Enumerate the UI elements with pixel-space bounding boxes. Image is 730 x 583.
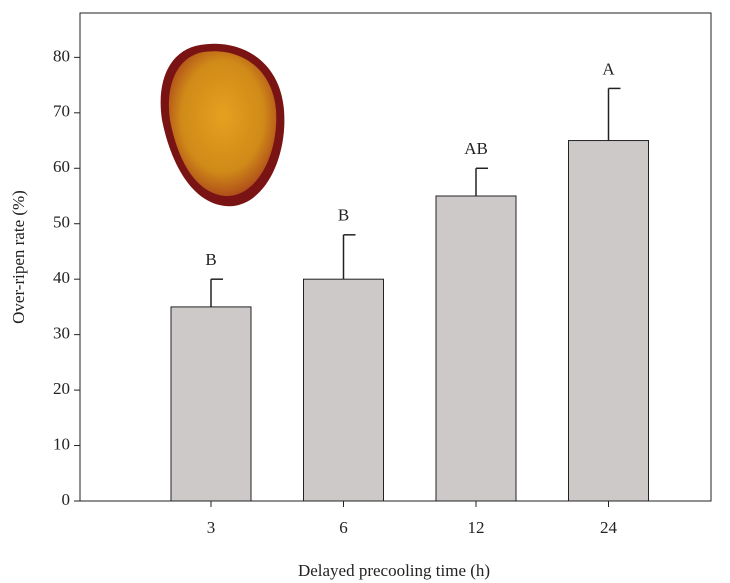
y-tick-label: 20 [53, 379, 70, 398]
mango-photo [160, 43, 285, 207]
y-tick-label: 0 [62, 490, 71, 509]
significance-letter: B [205, 250, 216, 269]
y-axis-title: Over-ripen rate (%) [9, 190, 28, 324]
bar [568, 140, 649, 502]
x-tick-label: 12 [468, 518, 485, 537]
significance-letter: A [602, 59, 615, 78]
y-tick-label: 10 [53, 434, 70, 453]
y-tick-label: 50 [53, 213, 70, 232]
y-tick-label: 40 [53, 268, 70, 287]
x-tick-label: 24 [600, 518, 618, 537]
significance-letter: B [338, 206, 349, 225]
plot-frame [79, 12, 712, 502]
x-axis-title: Delayed precooling time (h) [298, 561, 490, 580]
y-tick-label: 30 [53, 324, 70, 343]
bar [303, 278, 384, 502]
significance-letter: AB [464, 139, 488, 158]
y-tick-label: 70 [53, 102, 70, 121]
y-tick-label: 80 [53, 46, 70, 65]
x-tick-label: 3 [207, 518, 216, 537]
bar [435, 195, 517, 502]
bar [170, 306, 252, 502]
y-tick-label: 60 [53, 157, 70, 176]
x-tick-label: 6 [339, 518, 348, 537]
